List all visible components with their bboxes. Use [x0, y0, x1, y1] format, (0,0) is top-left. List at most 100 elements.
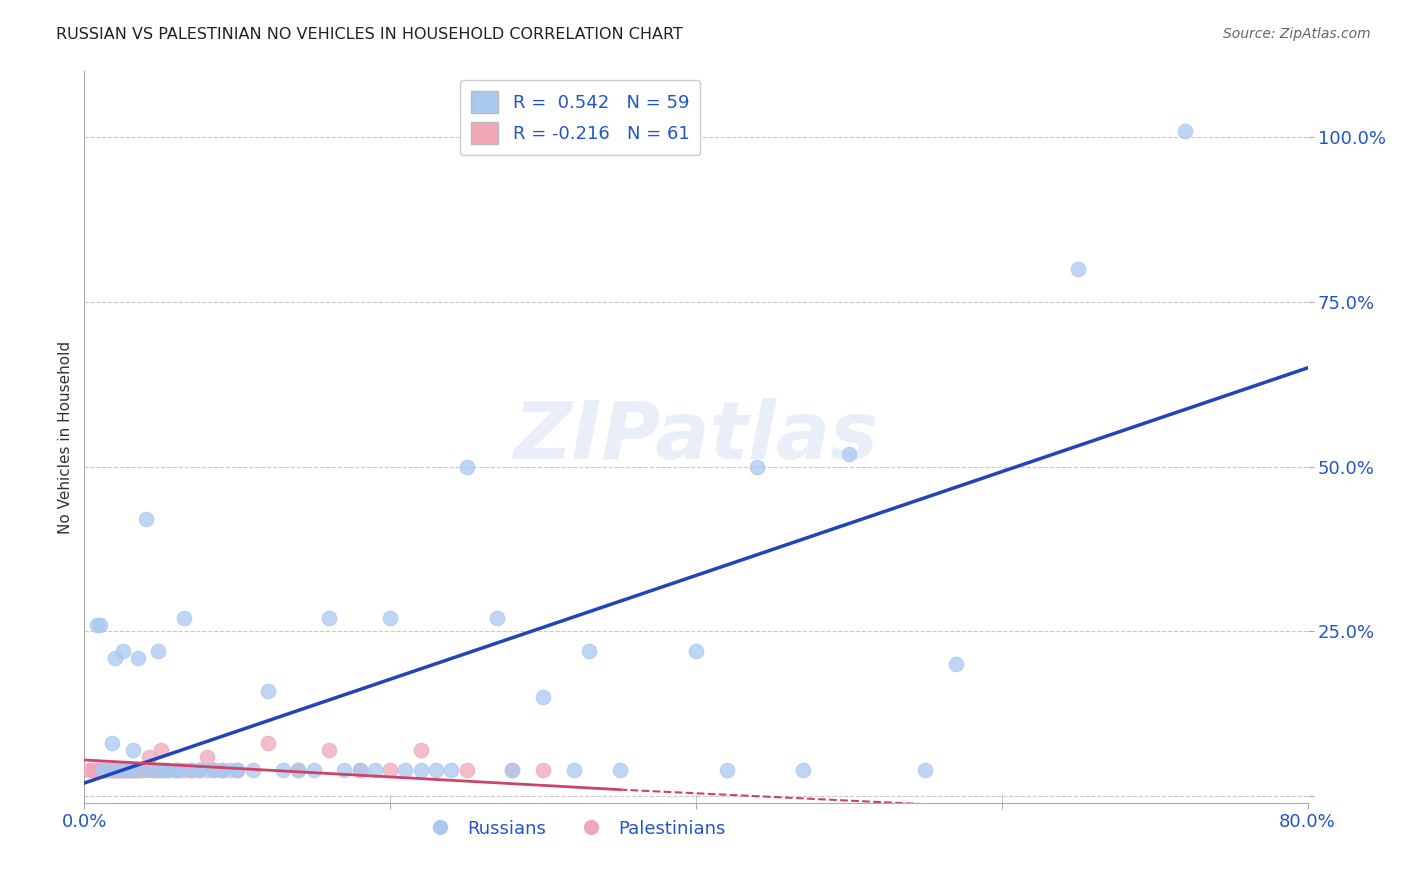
Point [578, 644, 600, 658]
Point [792, 763, 814, 777]
Point [149, 763, 172, 777]
Point [149, 743, 172, 757]
Point [101, 763, 124, 777]
Point [125, 763, 148, 777]
Point [89, 763, 111, 777]
Point [226, 763, 249, 777]
Point [456, 763, 478, 777]
Point [1067, 262, 1090, 277]
Point [114, 763, 136, 777]
Point [104, 763, 127, 777]
Point [110, 763, 132, 777]
Point [107, 763, 129, 777]
Y-axis label: No Vehicles in Household: No Vehicles in Household [58, 341, 73, 533]
Point [153, 763, 176, 777]
Point [141, 763, 163, 777]
Point [380, 611, 402, 625]
Point [89, 763, 111, 777]
Point [142, 763, 165, 777]
Point [502, 763, 524, 777]
Point [112, 763, 135, 777]
Point [104, 763, 127, 777]
Text: ZIPatlas: ZIPatlas [513, 398, 879, 476]
Point [173, 763, 195, 777]
Point [93, 763, 115, 777]
Point [104, 650, 127, 665]
Point [83, 763, 105, 777]
Point [456, 459, 478, 474]
Point [914, 763, 936, 777]
Point [111, 644, 134, 658]
Point [167, 763, 190, 777]
Point [84, 763, 107, 777]
Point [80, 763, 103, 777]
Point [94, 763, 117, 777]
Point [120, 763, 142, 777]
Point [153, 763, 176, 777]
Point [318, 611, 340, 625]
Point [257, 683, 280, 698]
Point [157, 763, 180, 777]
Point [1174, 123, 1197, 137]
Point [127, 763, 149, 777]
Text: RUSSIAN VS PALESTINIAN NO VEHICLES IN HOUSEHOLD CORRELATION CHART: RUSSIAN VS PALESTINIAN NO VEHICLES IN HO… [56, 27, 683, 42]
Point [86, 763, 108, 777]
Point [349, 763, 371, 777]
Point [135, 512, 157, 526]
Point [486, 611, 509, 625]
Point [394, 763, 416, 777]
Point [202, 763, 225, 777]
Point [180, 763, 202, 777]
Point [333, 763, 356, 777]
Point [108, 763, 131, 777]
Point [195, 749, 218, 764]
Point [173, 611, 195, 625]
Point [77, 763, 100, 777]
Point [143, 763, 166, 777]
Point [531, 763, 554, 777]
Point [562, 763, 585, 777]
Point [87, 763, 110, 777]
Point [364, 763, 387, 777]
Point [165, 763, 187, 777]
Point [146, 763, 169, 777]
Point [157, 763, 180, 777]
Point [131, 763, 153, 777]
Point [502, 763, 524, 777]
Point [242, 763, 264, 777]
Point [409, 743, 432, 757]
Point [122, 743, 145, 757]
Point [440, 763, 463, 777]
Point [838, 446, 860, 460]
Point [101, 737, 124, 751]
Point [349, 763, 371, 777]
Point [188, 763, 211, 777]
Point [180, 763, 202, 777]
Point [211, 763, 233, 777]
Point [128, 763, 150, 777]
Point [138, 749, 160, 764]
Legend: Russians, Palestinians: Russians, Palestinians [415, 813, 733, 845]
Point [211, 763, 233, 777]
Point [685, 644, 707, 658]
Point [107, 763, 129, 777]
Point [90, 763, 112, 777]
Point [98, 763, 121, 777]
Point [89, 618, 111, 632]
Point [287, 763, 309, 777]
Point [165, 763, 187, 777]
Point [122, 763, 145, 777]
Point [121, 763, 143, 777]
Point [124, 763, 146, 777]
Point [218, 763, 240, 777]
Point [425, 763, 447, 777]
Point [531, 690, 554, 705]
Point [96, 763, 118, 777]
Point [120, 763, 142, 777]
Point [257, 737, 280, 751]
Point [135, 763, 157, 777]
Text: Source: ZipAtlas.com: Source: ZipAtlas.com [1223, 27, 1371, 41]
Point [97, 763, 120, 777]
Point [380, 763, 402, 777]
Point [146, 644, 169, 658]
